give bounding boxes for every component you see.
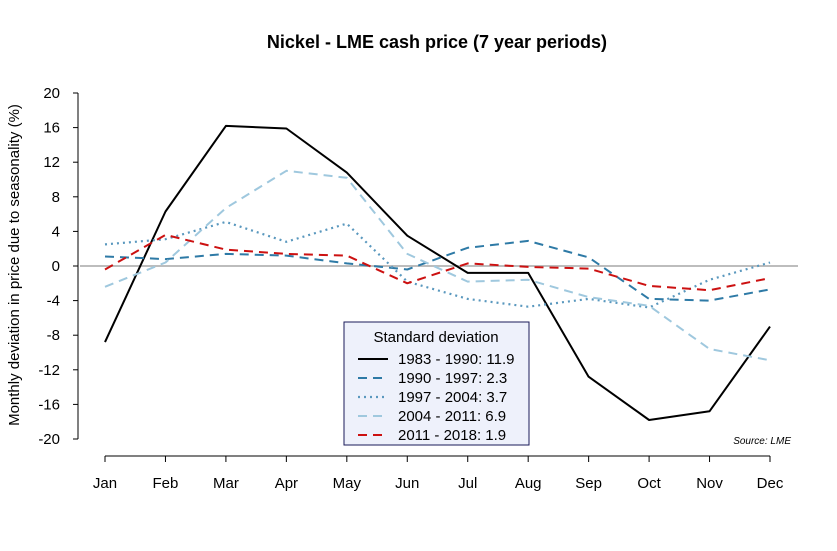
x-tick-label: Dec — [757, 475, 784, 492]
legend-label-2: 1990 - 1997: 2.3 — [398, 370, 507, 387]
x-tick-label: May — [333, 475, 362, 492]
y-tick-label: 16 — [43, 120, 60, 137]
series-line-2 — [104, 239, 771, 302]
x-tick-label: Feb — [153, 475, 179, 492]
x-tick-label: Jun — [395, 475, 419, 492]
y-tick-label: -16 — [38, 396, 60, 413]
source-note: Source: LME — [733, 436, 791, 447]
y-tick-label: -12 — [38, 362, 60, 379]
x-tick-label: Jul — [458, 475, 477, 492]
series-line-1 — [104, 124, 771, 421]
series-line-4 — [104, 169, 771, 362]
x-tick-label: Sep — [575, 475, 602, 492]
y-axis-label: Monthly deviation in price due to season… — [6, 104, 23, 426]
legend-label-1: 1983 - 1990: 11.9 — [398, 351, 514, 368]
x-tick-label: Apr — [275, 475, 298, 492]
chart-title: Nickel - LME cash price (7 year periods) — [267, 32, 607, 52]
y-tick-label: -20 — [38, 431, 60, 448]
legend-label-3: 1997 - 2004: 3.7 — [398, 389, 507, 406]
series-group — [104, 124, 771, 421]
x-tick-label: Mar — [213, 475, 239, 492]
legend-label-5: 2011 - 2018: 1.9 — [398, 427, 506, 444]
y-axis: 20 16 12 8 4 0 -4 -8 -12 -16 -20 — [38, 85, 79, 448]
x-tick-label: Aug — [515, 475, 542, 492]
y-tick-label: -4 — [47, 293, 60, 310]
legend-items: 1983 - 1990: 11.9 1990 - 1997: 2.3 1997 - … — [358, 351, 514, 444]
legend-title: Standard deviation — [373, 329, 498, 346]
y-tick-label: 4 — [52, 223, 60, 240]
series-line-3 — [104, 220, 771, 309]
y-tick-label: 20 — [43, 85, 60, 102]
series-line-5 — [104, 233, 771, 292]
legend-box — [343, 321, 530, 446]
x-tick-label: Nov — [696, 475, 723, 492]
y-tick-label: 12 — [43, 154, 60, 171]
x-axis: Jan Feb Mar Apr May Jun Jul Aug Sep Oct Nov Dec — [93, 455, 784, 492]
y-tick-label: -8 — [47, 327, 60, 344]
y-tick-label: 8 — [52, 189, 60, 206]
legend: Standard deviation 1983 - 1990: 11.9 1990… — [343, 321, 530, 446]
y-tick-label: 0 — [52, 258, 60, 275]
x-tick-label: Jan — [93, 475, 117, 492]
legend-label-4: 2004 - 2011: 6.9 — [398, 408, 506, 425]
x-tick-label: Oct — [637, 475, 661, 492]
